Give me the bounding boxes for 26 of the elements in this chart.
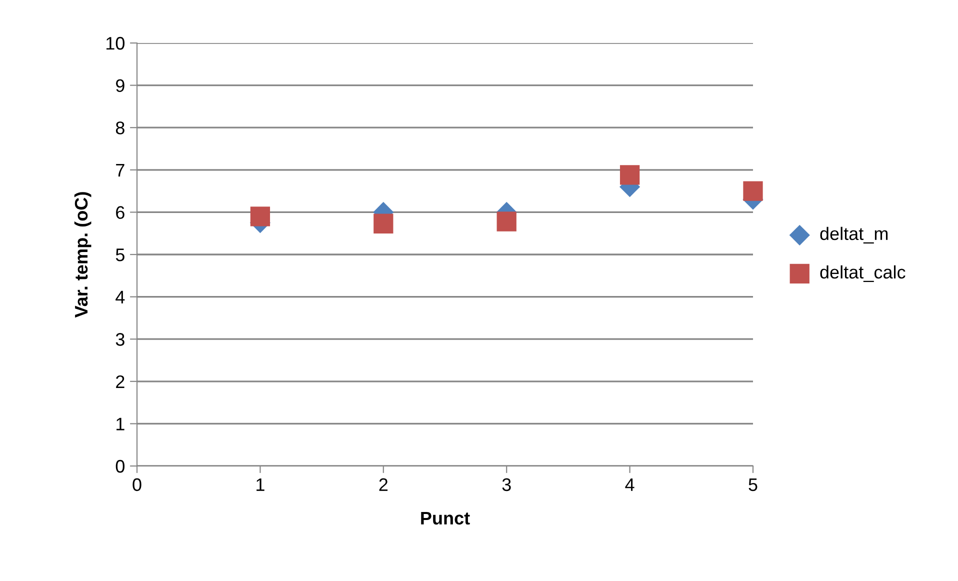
point <box>250 206 270 226</box>
x-tick-label: 3 <box>502 478 511 492</box>
y-tick-label: 9 <box>116 79 124 92</box>
y-tick-label: 7 <box>116 164 124 176</box>
x-tick-label: 4 <box>625 478 634 491</box>
y-tick-label: 5 <box>116 248 124 262</box>
x-axis-title: Punct <box>421 512 470 525</box>
point <box>374 214 394 234</box>
x-tick-label: 0 <box>132 478 142 492</box>
y-axis-title: Var. temp. (oC) <box>74 192 92 318</box>
x-tick-label: 5 <box>748 478 758 492</box>
point <box>496 212 516 232</box>
y-tick-label: 4 <box>116 290 125 304</box>
point <box>620 165 640 185</box>
x-tick-label: 1 <box>256 478 264 491</box>
y-tick-label: 1 <box>116 418 124 430</box>
y-tick-label: 10 <box>106 36 124 50</box>
y-tick-label: 2 <box>116 375 124 388</box>
legend-label: deltat_calc <box>820 265 906 282</box>
y-tick-label: 8 <box>116 122 124 134</box>
x-tick-label: 2 <box>379 478 388 491</box>
y-tick-label: 0 <box>116 460 124 473</box>
legend-label: deltat_m <box>820 226 888 244</box>
point <box>743 181 763 201</box>
y-tick-label: 6 <box>116 206 124 219</box>
y-tick-label: 3 <box>116 333 124 346</box>
